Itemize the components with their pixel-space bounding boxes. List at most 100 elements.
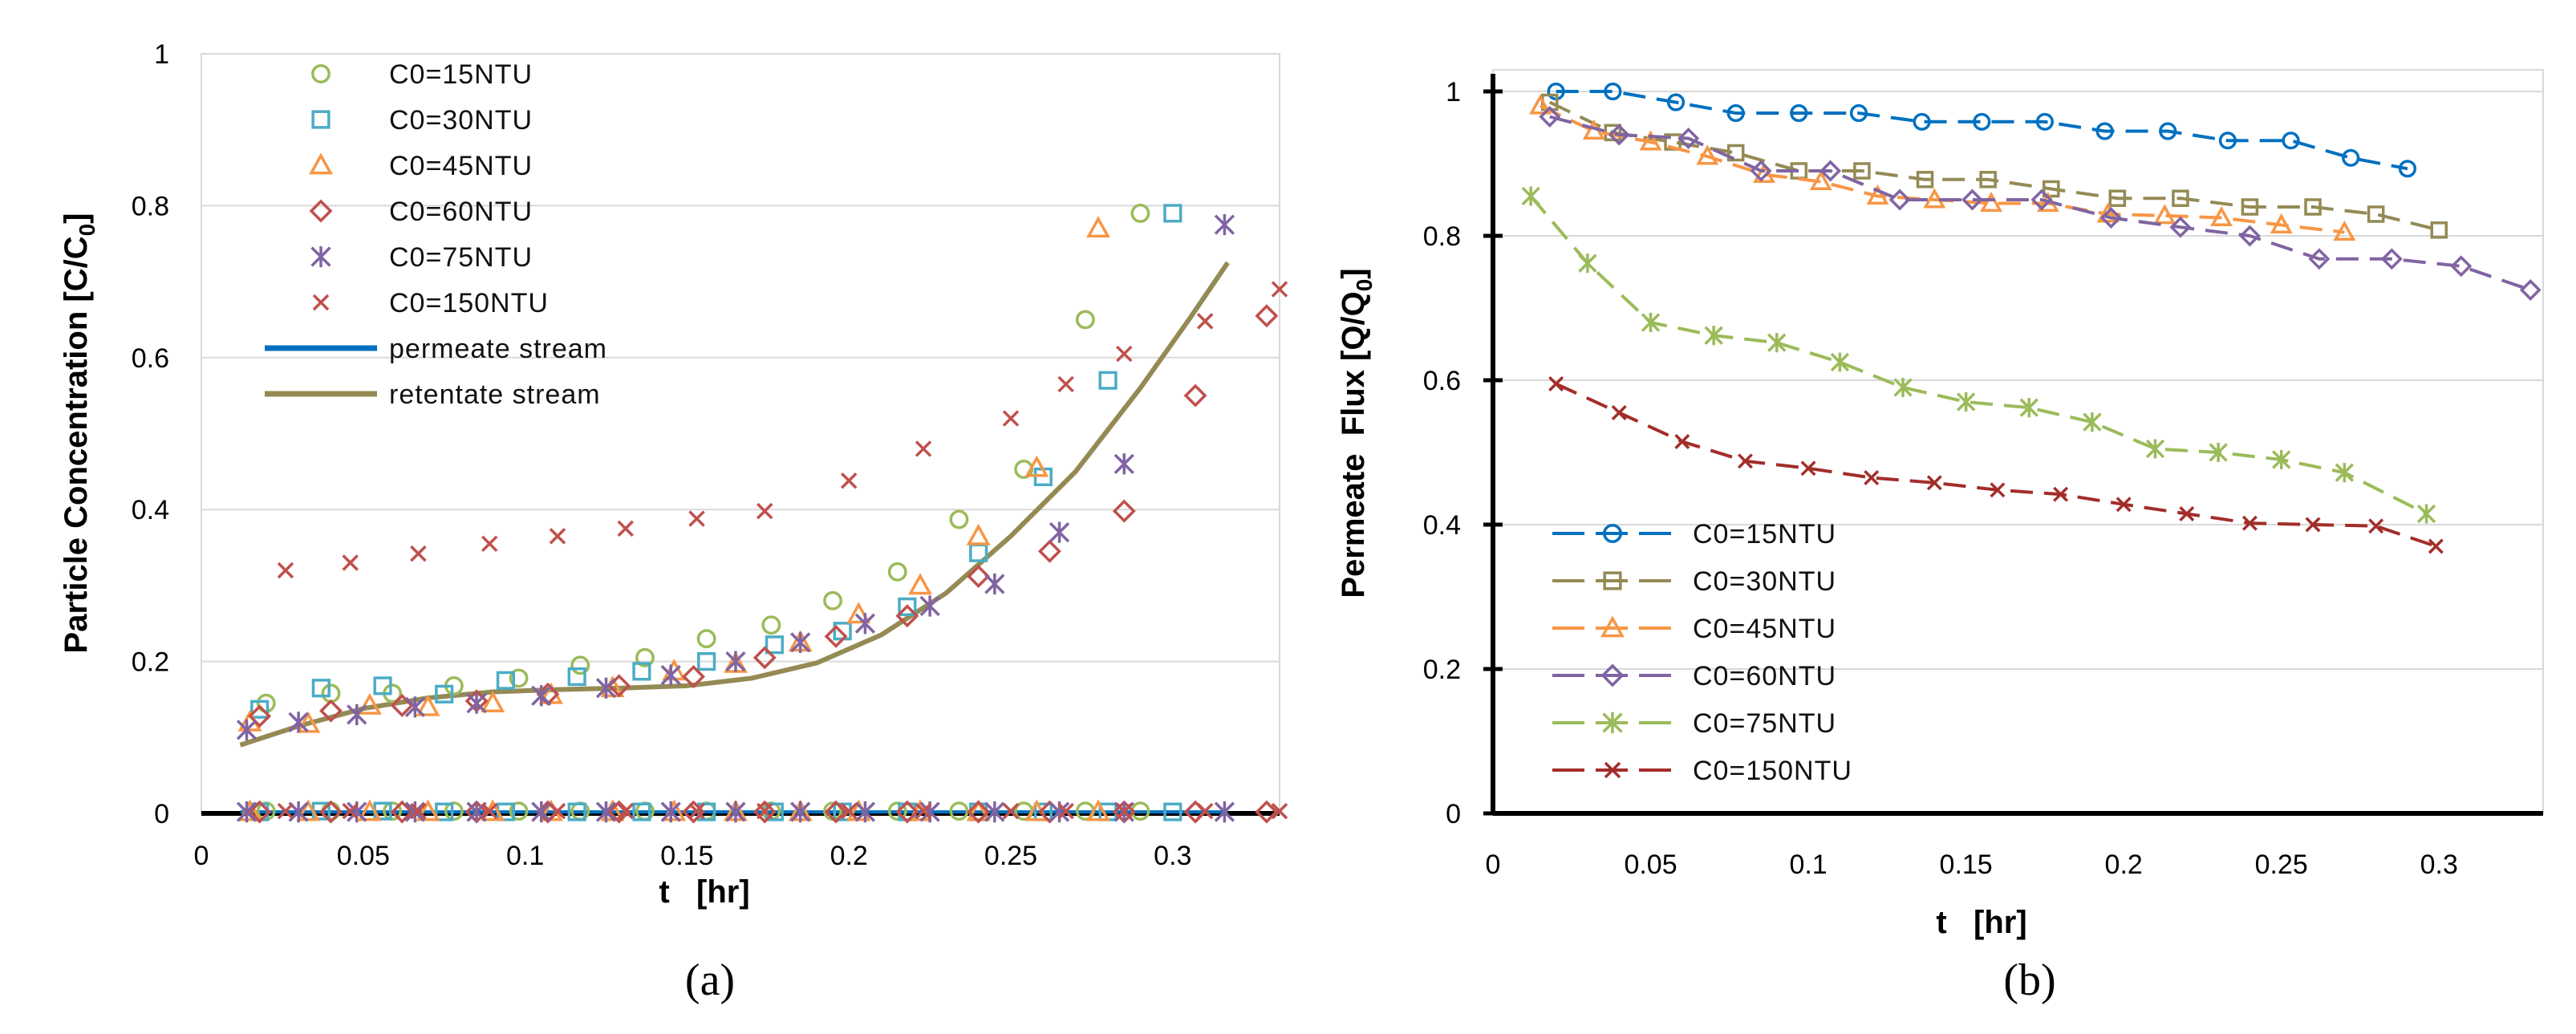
data-point xyxy=(2367,205,2385,223)
data-point xyxy=(1539,106,1561,128)
data-point xyxy=(1163,204,1183,223)
data-point xyxy=(1961,189,1983,211)
series-line xyxy=(1529,195,2428,516)
gridlines-a xyxy=(201,53,1280,663)
data-point xyxy=(1674,434,1690,449)
legend-label: C0=60NTU xyxy=(1693,661,1836,691)
data-point xyxy=(1819,160,1842,182)
data-point xyxy=(2342,148,2360,167)
legend-item-a: C0=45NTU xyxy=(309,151,533,181)
data-point xyxy=(466,692,487,714)
data-point xyxy=(2270,213,2293,234)
data-point xyxy=(2096,202,2120,223)
data-point xyxy=(1737,453,1753,469)
data-point xyxy=(895,800,919,824)
data-point xyxy=(296,799,321,821)
series-a-c0-75ntu xyxy=(236,213,1235,823)
data-point xyxy=(753,646,777,670)
y-tick-label-b: 1 xyxy=(1446,77,1461,107)
data-point xyxy=(2083,412,2102,432)
data-point xyxy=(967,800,991,824)
data-point xyxy=(824,800,848,824)
data-point xyxy=(250,699,270,719)
data-point xyxy=(824,624,848,648)
x-tick-label-b: 0.15 xyxy=(1940,850,1993,880)
data-point xyxy=(1979,171,1997,189)
y-tick-label-a: 0.4 xyxy=(132,495,169,525)
data-point xyxy=(2108,189,2127,207)
data-point xyxy=(531,801,552,823)
x-tick-label-a: 0.3 xyxy=(1154,841,1191,871)
data-point xyxy=(318,699,343,723)
data-point xyxy=(1528,94,1552,115)
data-point xyxy=(1800,460,1816,476)
data-point xyxy=(2519,279,2542,301)
y-tick-label-a: 0.2 xyxy=(132,647,169,678)
data-point xyxy=(632,802,651,821)
y-tick-label-b: 0.6 xyxy=(1423,366,1461,396)
data-point xyxy=(357,799,382,821)
data-point xyxy=(410,802,427,820)
legend-item-a: retentate stream xyxy=(265,379,601,410)
data-marks-a xyxy=(236,203,1288,824)
data-point xyxy=(846,602,871,624)
data-point xyxy=(595,677,617,699)
data-point xyxy=(1973,112,1991,131)
data-point xyxy=(373,676,392,695)
y-tick-label-a: 1 xyxy=(154,39,169,70)
series-b-c0-150ntu xyxy=(1548,376,2444,554)
data-point xyxy=(1112,499,1136,523)
data-point xyxy=(277,562,294,579)
data-point xyxy=(919,595,940,617)
y-axis-title-b-main: Permeate Flux [Q/Q xyxy=(1336,291,1371,598)
data-point xyxy=(1888,189,1911,211)
data-point xyxy=(2304,198,2322,216)
data-point xyxy=(790,631,811,654)
legend-label: retentate stream xyxy=(389,379,601,410)
data-point xyxy=(481,802,498,820)
data-point xyxy=(1086,799,1110,821)
data-point xyxy=(2095,122,2114,140)
data-point xyxy=(1849,103,1868,123)
data-point xyxy=(481,691,505,713)
data-point xyxy=(416,799,440,821)
legend-marker xyxy=(1603,524,1622,543)
tick-labels-b: 0 0.2 0.4 0.6 0.8 1 0 0.05 0.1 0.15 0.2 0.25 0.3 xyxy=(1423,77,2458,880)
data-point xyxy=(1578,253,1597,274)
legend-label: C0=45NTU xyxy=(1693,614,1836,644)
series-b-c0-45ntu xyxy=(1528,94,2356,241)
data-point xyxy=(1086,216,1110,238)
data-point xyxy=(2172,189,2189,207)
data-point xyxy=(1116,802,1133,820)
caption-a: (a) xyxy=(685,955,735,1005)
data-point xyxy=(1923,188,1946,209)
data-point xyxy=(2153,204,2176,225)
series-line xyxy=(1549,115,2531,292)
data-point xyxy=(1037,539,1061,563)
data-point xyxy=(2241,515,2258,531)
data-point xyxy=(1956,391,1976,412)
data-point xyxy=(949,509,969,529)
data-point xyxy=(1214,213,1235,236)
x-tick-label-a: 0.05 xyxy=(337,841,390,871)
data-point xyxy=(2335,463,2355,483)
data-point xyxy=(2043,180,2060,198)
data-point xyxy=(1002,802,1020,820)
data-point xyxy=(1809,169,1832,191)
y-axis-title-a: Particle Concentration [C/C0] xyxy=(59,213,99,654)
x-tick-label-a: 0.1 xyxy=(506,841,544,871)
data-point xyxy=(2159,122,2177,140)
data-point xyxy=(1750,160,1772,182)
legend-label: C0=15NTU xyxy=(1693,519,1836,549)
legend-label: C0=45NTU xyxy=(389,151,533,181)
data-point xyxy=(318,800,343,824)
data-point xyxy=(1057,802,1074,820)
legend-item-b: C0=45NTU xyxy=(1552,614,1836,644)
data-point xyxy=(509,801,529,821)
data-point xyxy=(688,510,705,527)
legend-item-b: C0=60NTU xyxy=(1552,661,1836,691)
legend-item-a: permeate stream xyxy=(265,334,606,364)
data-point xyxy=(949,801,969,821)
data-point xyxy=(2430,221,2448,239)
